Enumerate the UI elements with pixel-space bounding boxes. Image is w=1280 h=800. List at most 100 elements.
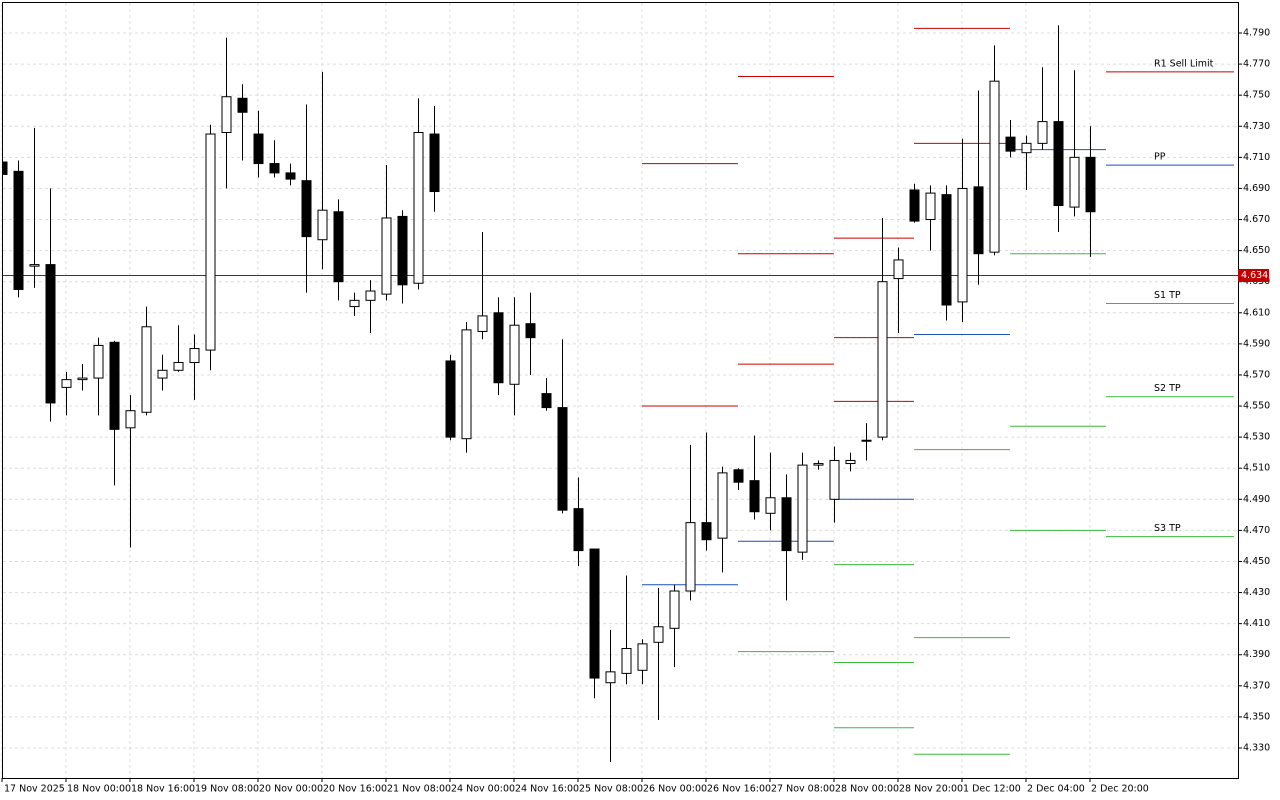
candle-body xyxy=(765,497,776,514)
candle-body xyxy=(141,326,152,413)
candle-body xyxy=(733,469,744,483)
candle-body xyxy=(973,186,984,255)
candle-body xyxy=(509,324,520,385)
candle-body xyxy=(237,97,248,113)
candle-body xyxy=(845,459,856,465)
candle-body xyxy=(285,172,296,180)
candle-body xyxy=(205,133,216,351)
candle-body xyxy=(461,329,472,440)
candle-body xyxy=(541,393,552,409)
y-tick-label: 4.690 xyxy=(1243,183,1270,194)
candle-body xyxy=(397,215,408,286)
plot-area xyxy=(3,25,1238,762)
candle-body xyxy=(93,344,104,379)
candle-body xyxy=(173,362,184,371)
candle-body xyxy=(893,259,904,280)
x-tick-label: 20 Nov 16:00 xyxy=(323,784,387,795)
candle-body xyxy=(1085,156,1096,213)
candle-body xyxy=(781,497,792,552)
candle-body xyxy=(909,189,920,222)
x-tick-label: 25 Nov 08:00 xyxy=(579,784,643,795)
level-label: PP xyxy=(1154,152,1166,163)
candle-body xyxy=(269,163,280,174)
y-tick-label: 4.410 xyxy=(1243,618,1270,629)
level-label: S2 TP xyxy=(1154,383,1181,394)
x-tick-label: 24 Nov 00:00 xyxy=(451,784,515,795)
x-tick-label: 2 Dec 20:00 xyxy=(1091,784,1149,795)
candle-body xyxy=(957,187,968,303)
level-label: R1 Sell Limit xyxy=(1154,58,1214,69)
y-tick-label: 4.430 xyxy=(1243,587,1270,598)
y-tick-label: 4.650 xyxy=(1243,245,1270,256)
candle-body xyxy=(1005,136,1016,152)
x-tick-label: 27 Nov 08:00 xyxy=(771,784,835,795)
candle-body xyxy=(301,180,312,238)
candle-body xyxy=(349,299,360,308)
candle-body xyxy=(589,548,600,679)
x-tick-label: 17 Nov 2025 xyxy=(4,784,65,795)
candle-body xyxy=(317,209,328,241)
candle-body xyxy=(829,459,840,500)
candle-body xyxy=(1037,121,1048,144)
candle-body xyxy=(493,312,504,384)
candle-body xyxy=(125,410,136,429)
candle-body xyxy=(637,643,648,671)
candle-body xyxy=(685,522,696,592)
candle-body xyxy=(813,463,824,466)
y-tick-label: 4.350 xyxy=(1243,711,1270,722)
candle-body xyxy=(77,377,88,381)
x-tick-label: 28 Nov 20:00 xyxy=(899,784,963,795)
y-tick-label: 4.390 xyxy=(1243,649,1270,660)
candle-body xyxy=(605,671,616,684)
axes: 4.330 4.350 4.370 4.390 4.410 4.430 4.450 4.470… xyxy=(1,27,1270,795)
candle-body xyxy=(861,439,872,442)
y-tick-label: 4.730 xyxy=(1243,121,1270,132)
x-tick-label: 18 Nov 16:00 xyxy=(131,784,195,795)
x-tick-label: 1 Dec 12:00 xyxy=(963,784,1021,795)
y-tick-label: 4.490 xyxy=(1243,494,1270,505)
candle-body xyxy=(1021,142,1032,154)
last-price-box xyxy=(1238,268,1269,282)
x-tick-label: 28 Nov 00:00 xyxy=(835,784,899,795)
candle-body xyxy=(109,341,120,430)
x-tick-label: 26 Nov 00:00 xyxy=(643,784,707,795)
candle-body xyxy=(525,323,536,339)
x-tick-label: 18 Nov 00:00 xyxy=(67,784,131,795)
y-tick-label: 4.770 xyxy=(1243,59,1270,70)
candle-body xyxy=(557,407,568,511)
y-tick-label: 4.750 xyxy=(1243,90,1270,101)
y-tick-label: 4.550 xyxy=(1243,401,1270,412)
candle-body xyxy=(221,96,232,133)
x-tick-label: 20 Nov 00:00 xyxy=(259,784,323,795)
y-tick-label: 4.370 xyxy=(1243,680,1270,691)
candle-body xyxy=(925,192,936,221)
y-tick-label: 4.510 xyxy=(1243,463,1270,474)
candle-body xyxy=(1053,121,1064,207)
candle-body xyxy=(45,264,56,404)
candle-body xyxy=(29,264,40,267)
candle-body xyxy=(429,133,440,193)
candle-body xyxy=(717,472,728,539)
candle-body xyxy=(333,211,344,283)
y-tick-label: 4.610 xyxy=(1243,307,1270,318)
level-label: S1 TP xyxy=(1154,290,1181,301)
candle-body xyxy=(365,290,376,301)
candle-body xyxy=(797,464,808,553)
x-tick-label: 21 Nov 08:00 xyxy=(387,784,451,795)
candle-body xyxy=(573,508,584,552)
x-tick-label: 19 Nov 08:00 xyxy=(195,784,259,795)
candle-body xyxy=(157,369,168,379)
candle-body xyxy=(61,379,72,388)
candle-body xyxy=(669,590,680,629)
y-tick-label: 4.450 xyxy=(1243,556,1270,567)
y-tick-label: 4.590 xyxy=(1243,338,1270,349)
candle-body xyxy=(253,133,264,165)
candle-body xyxy=(13,170,24,290)
candle-body xyxy=(653,626,664,643)
x-tick-label: 26 Nov 16:00 xyxy=(707,784,771,795)
candle-body xyxy=(877,281,888,438)
candle-body xyxy=(941,194,952,306)
